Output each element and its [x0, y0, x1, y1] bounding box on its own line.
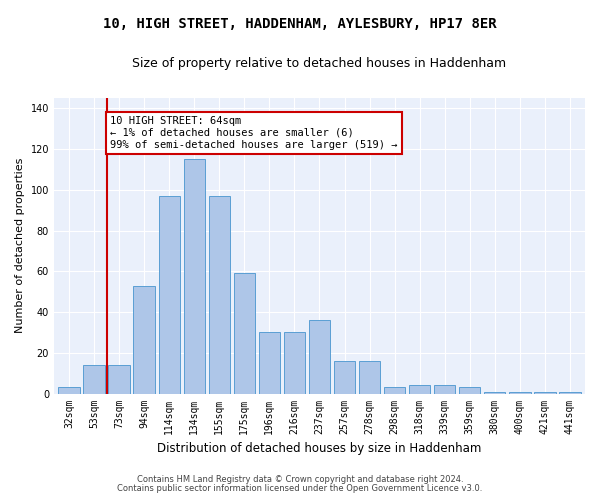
Bar [559, 392, 581, 394]
Bar [184, 159, 205, 394]
Y-axis label: Number of detached properties: Number of detached properties [15, 158, 25, 334]
Bar [384, 388, 405, 394]
Text: Contains public sector information licensed under the Open Government Licence v3: Contains public sector information licen… [118, 484, 482, 493]
Bar [359, 361, 380, 394]
Bar [209, 196, 230, 394]
Bar [309, 320, 330, 394]
Bar [434, 386, 455, 394]
Bar [259, 332, 280, 394]
Bar [58, 388, 80, 394]
Bar [409, 386, 430, 394]
Bar [334, 361, 355, 394]
Text: 10, HIGH STREET, HADDENHAM, AYLESBURY, HP17 8ER: 10, HIGH STREET, HADDENHAM, AYLESBURY, H… [103, 18, 497, 32]
Bar [459, 388, 481, 394]
Bar [133, 286, 155, 394]
Bar [233, 274, 255, 394]
Bar [284, 332, 305, 394]
Bar [83, 365, 104, 394]
Text: 10 HIGH STREET: 64sqm
← 1% of detached houses are smaller (6)
99% of semi-detach: 10 HIGH STREET: 64sqm ← 1% of detached h… [110, 116, 398, 150]
Bar [534, 392, 556, 394]
Bar [158, 196, 180, 394]
Title: Size of property relative to detached houses in Haddenham: Size of property relative to detached ho… [133, 58, 506, 70]
Bar [484, 392, 505, 394]
Bar [109, 365, 130, 394]
Bar [509, 392, 530, 394]
Text: Contains HM Land Registry data © Crown copyright and database right 2024.: Contains HM Land Registry data © Crown c… [137, 475, 463, 484]
X-axis label: Distribution of detached houses by size in Haddenham: Distribution of detached houses by size … [157, 442, 482, 455]
